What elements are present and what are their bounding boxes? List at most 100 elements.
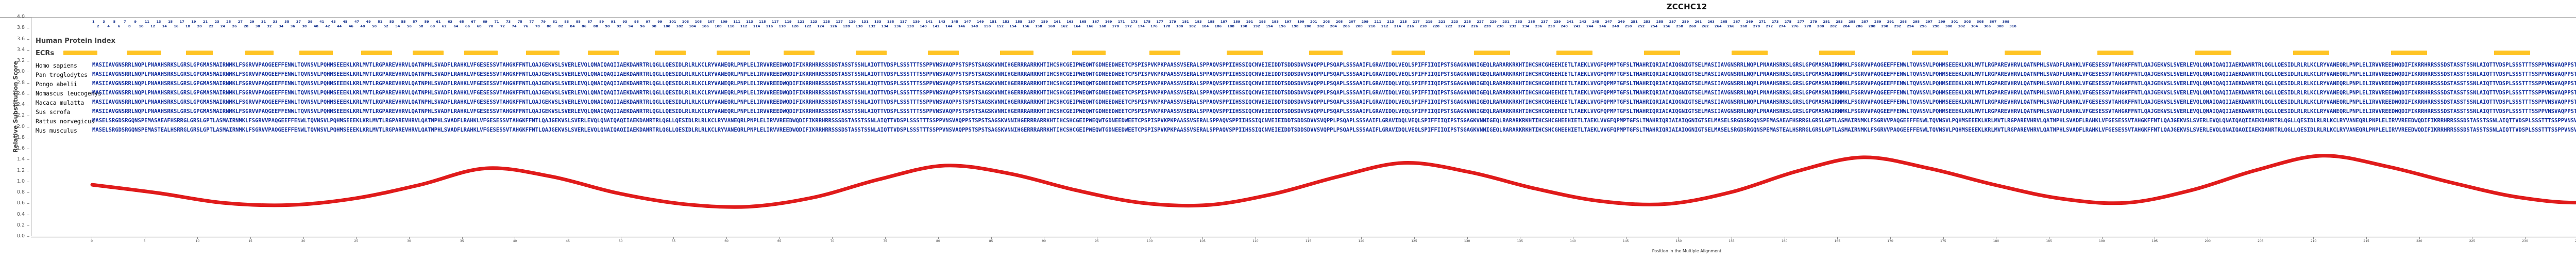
ecr-block[interactable] bbox=[2494, 51, 2530, 55]
x-axis-tick-label: 140 bbox=[1570, 239, 1576, 243]
y-axis-tick-label: 0.4 bbox=[16, 211, 25, 217]
x-axis-tick-mark bbox=[938, 237, 939, 239]
ecr-block[interactable] bbox=[2391, 51, 2427, 55]
x-axis-tick-label: 75 bbox=[883, 239, 887, 243]
species-label-homo-sapiens[interactable]: Homo sapiens bbox=[36, 62, 77, 69]
x-axis-tick-label: 235 bbox=[2575, 239, 2576, 243]
x-axis-tick-label: 150 bbox=[1675, 239, 1682, 243]
ecr-block[interactable] bbox=[1644, 51, 1680, 55]
ecr-block[interactable] bbox=[1556, 51, 1592, 55]
x-axis-tick-label: 155 bbox=[1728, 239, 1735, 243]
sequence-row-sus-scrofa[interactable]: MASIIAVGNSRRLNQPLPNAAHSRKSLGRSLGPGMASMAI… bbox=[92, 108, 2576, 115]
y-axis-tick-mark bbox=[27, 39, 29, 40]
ecr-block[interactable] bbox=[464, 51, 498, 55]
ecr-block[interactable] bbox=[1072, 51, 1106, 55]
sequence-row-macaca-mulatta[interactable]: MASIIAVGNSRRLNQPLPNAAHSRKSLGRSLGPGMASMAI… bbox=[92, 99, 2576, 105]
x-axis-tick-label: 85 bbox=[989, 239, 993, 243]
y-axis-tick-label: 3.4 bbox=[16, 46, 25, 53]
ecr-block[interactable] bbox=[299, 51, 333, 55]
sequence-row-nomascus-leucogenys[interactable]: MASIIAVGNSRRLNQPLPNAAHSRKSLGRSLGPGMASMAI… bbox=[92, 90, 2576, 96]
x-axis-tick-label: 125 bbox=[1411, 239, 1417, 243]
species-label-pongo-abelii[interactable]: Pongo abelii bbox=[36, 80, 77, 88]
species-label-pan-troglodytes[interactable]: Pan troglodytes bbox=[36, 71, 88, 78]
sequence-row-homo-sapiens[interactable]: MASIIAVGNSRRLNQPLPNAAHSRKSLGRSLGPGMASMAI… bbox=[92, 62, 2576, 68]
species-label-macaca-mulatta[interactable]: Macaca mulatta bbox=[36, 99, 84, 106]
sequence-row-pan-troglodytes[interactable]: MASIIAVGNSRRLNQPLPNAAHSRKSLGRSLGPGMASMAI… bbox=[92, 71, 2576, 77]
x-axis-tick-label: 35 bbox=[460, 239, 464, 243]
y-axis-tick-label: 3.6 bbox=[16, 36, 25, 42]
ecr-block[interactable] bbox=[1912, 51, 1948, 55]
x-axis-tick-mark bbox=[832, 237, 833, 239]
x-axis-tick-label: 10 bbox=[195, 239, 200, 243]
ecr-block[interactable] bbox=[784, 51, 815, 55]
ecr-block[interactable] bbox=[928, 51, 959, 55]
x-axis-tick-mark bbox=[991, 237, 992, 239]
ecr-block[interactable] bbox=[1149, 51, 1180, 55]
ecr-block[interactable] bbox=[1392, 51, 1425, 55]
x-axis-tick-label: 100 bbox=[1146, 239, 1153, 243]
y-axis-tick-label: 1.0 bbox=[16, 178, 25, 184]
x-axis-tick-label: 215 bbox=[2363, 239, 2369, 243]
ecr-block[interactable] bbox=[2005, 51, 2041, 55]
ecr-block[interactable] bbox=[1309, 51, 1343, 55]
ecr-block[interactable] bbox=[361, 51, 392, 55]
ecr-block[interactable] bbox=[413, 51, 444, 55]
x-axis-tick-mark bbox=[673, 237, 674, 239]
x-axis-tick-mark bbox=[2525, 237, 2526, 239]
y-axis-tick-label: 4.0 bbox=[16, 14, 25, 20]
x-axis-tick-label: 80 bbox=[936, 239, 940, 243]
ecr-block[interactable] bbox=[1227, 51, 1263, 55]
ecr-block[interactable] bbox=[1474, 51, 1510, 55]
x-axis-tick-mark bbox=[1202, 237, 1204, 239]
y-axis-tick-label: 0.8 bbox=[16, 189, 25, 195]
ecr-block[interactable] bbox=[588, 51, 619, 55]
ecr-block[interactable] bbox=[526, 51, 560, 55]
ecr-block[interactable] bbox=[2293, 51, 2329, 55]
ecr-block[interactable] bbox=[186, 51, 213, 55]
ecr-block[interactable] bbox=[63, 51, 97, 55]
species-label-sus-scrofa[interactable]: Sus scrofa bbox=[36, 108, 71, 116]
sequence-row-rattus-norvegicus[interactable]: MASELSRGDSRGQNSPEMASAEAFHSRRGLGRSLGPTLAS… bbox=[92, 118, 2576, 124]
x-axis-tick-label: 170 bbox=[1887, 239, 1893, 243]
y-axis-tick-label: 1.4 bbox=[16, 156, 25, 163]
x-axis-tick-label: 165 bbox=[1834, 239, 1841, 243]
x-axis-title: Position in the Multiple Alignment bbox=[1652, 249, 1722, 253]
y-axis-tick-label: 2.8 bbox=[16, 79, 25, 86]
x-axis-tick-mark bbox=[462, 237, 463, 239]
y-axis-tick-label: 1.2 bbox=[16, 167, 25, 173]
x-axis-tick-mark bbox=[2313, 237, 2314, 239]
x-axis-tick-mark bbox=[356, 237, 357, 239]
x-axis-tick-label: 20 bbox=[301, 239, 306, 243]
row-label-protein-index: Human Protein Index bbox=[36, 37, 115, 45]
species-label-mus-musculus[interactable]: Mus musculus bbox=[36, 127, 77, 134]
sequence-row-mus-musculus[interactable]: MASELSRGDSRGQNSPEMASTEALHSRRGLGRSLGPTLAS… bbox=[92, 127, 2576, 133]
ecr-block[interactable] bbox=[127, 51, 161, 55]
x-axis-tick-label: 205 bbox=[2258, 239, 2264, 243]
x-axis-tick-label: 60 bbox=[724, 239, 728, 243]
ecr-block[interactable] bbox=[717, 51, 750, 55]
x-axis-tick-label: 110 bbox=[1252, 239, 1259, 243]
ecr-block[interactable] bbox=[1732, 51, 1768, 55]
x-axis-tick-label: 105 bbox=[1199, 239, 1206, 243]
y-axis-tick-mark bbox=[27, 192, 29, 193]
y-axis-tick-mark bbox=[27, 50, 29, 51]
y-axis-tick-label: 3.8 bbox=[16, 25, 25, 31]
x-axis-tick-mark bbox=[1361, 237, 1362, 239]
ecr-block[interactable] bbox=[2097, 51, 2133, 55]
species-label-rattus-norvegicus[interactable]: Rattus norvegicus bbox=[36, 118, 95, 125]
ecr-block[interactable] bbox=[856, 51, 887, 55]
x-axis-tick-label: 30 bbox=[407, 239, 411, 243]
y-axis-tick-mark bbox=[27, 159, 29, 160]
x-axis-tick-label: 15 bbox=[248, 239, 252, 243]
sequence-row-pongo-abelii[interactable]: MASIIAVGNSRRLNQPLPNAAHSRKSLGRSLGPGMASMAI… bbox=[92, 80, 2576, 87]
y-axis-tick-label: 2.0 bbox=[16, 123, 25, 130]
ecr-block[interactable] bbox=[1000, 51, 1033, 55]
ecr-block[interactable] bbox=[655, 51, 686, 55]
ecr-block[interactable] bbox=[2195, 51, 2231, 55]
y-axis-tick-label: 3.0 bbox=[16, 69, 25, 75]
ecr-block[interactable] bbox=[1819, 51, 1855, 55]
x-axis-tick-label: 25 bbox=[354, 239, 359, 243]
species-label-nomascus-leucogenys[interactable]: Nomascus leucogenys bbox=[36, 90, 101, 97]
ecr-block[interactable] bbox=[245, 51, 274, 55]
x-axis-tick-label: 65 bbox=[777, 239, 782, 243]
